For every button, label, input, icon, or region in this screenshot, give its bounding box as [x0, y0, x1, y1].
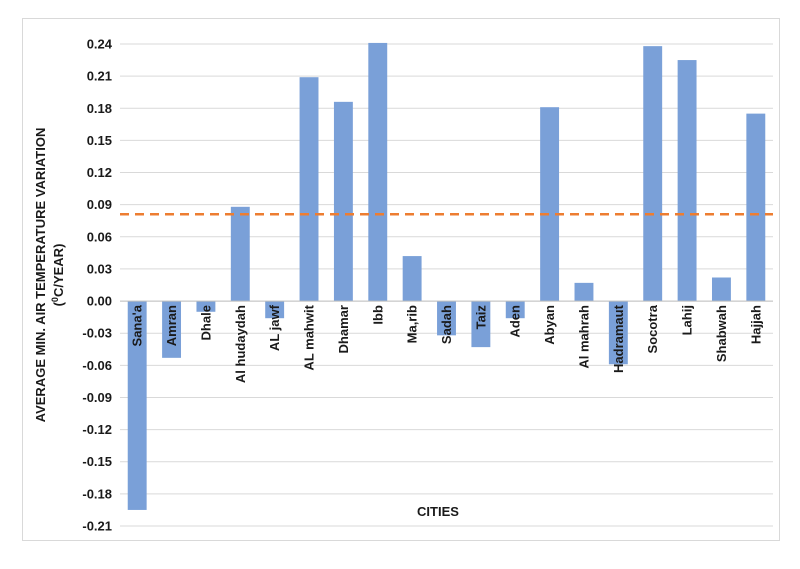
x-tick-label: Amran: [164, 305, 179, 346]
bar: [299, 77, 319, 302]
x-tick-label: Shabwah: [714, 305, 729, 362]
bar-chart: 0.24 0.21 0.18 0.15 0.12 0.09 0.06 0.03 0.00 -0.0…: [33, 37, 773, 534]
bar: [333, 101, 353, 302]
y-tick-label: 0.18: [87, 101, 112, 116]
bar: [471, 301, 491, 348]
bar: [196, 301, 216, 312]
x-tick-label: Abyan: [542, 305, 557, 345]
y-tick-label: -0.18: [82, 486, 112, 501]
y-unit-degree: 0: [50, 297, 60, 302]
bar: [368, 42, 388, 302]
gridlines: [120, 43, 773, 527]
y-unit-open: (: [51, 301, 66, 306]
y-axis-title-unit: (0C/YEAR): [50, 244, 66, 307]
bar: [402, 256, 422, 302]
x-tick-label: Taiz: [473, 305, 488, 330]
y-tick-label: -0.06: [82, 358, 112, 373]
y-unit-rest: C/YEAR): [51, 244, 66, 297]
y-tick-label: -0.03: [82, 326, 112, 341]
x-tick-label: AL mahwit: [302, 304, 317, 370]
bar: [437, 301, 456, 336]
x-tick-label: Hajjah: [748, 305, 763, 344]
bar: [643, 46, 663, 302]
chart-frame: 0.24 0.21 0.18 0.15 0.12 0.09 0.06 0.03 0.00 -0.0…: [22, 18, 780, 541]
y-tick-label: 0.24: [87, 37, 113, 52]
bar: [265, 301, 285, 319]
bar: [746, 113, 766, 302]
x-axis-title: CITIES: [417, 504, 459, 519]
bar: [230, 206, 250, 302]
x-tick-label: Ibb: [370, 305, 385, 325]
y-tick-label: 0.09: [87, 197, 112, 212]
y-tick-label: -0.15: [82, 454, 112, 469]
bar: [574, 282, 594, 302]
bar: [540, 107, 560, 302]
bar: [127, 301, 147, 510]
y-tick-label: 0.06: [87, 229, 112, 244]
y-tick-label: -0.12: [82, 422, 112, 437]
y-tick-label: -0.09: [82, 390, 112, 405]
y-tick-label: 0.12: [87, 165, 112, 180]
x-tick-label: Al mahrah: [576, 305, 591, 369]
x-tick-label: Al hudaydah: [233, 305, 248, 383]
y-axis-ticks: 0.24 0.21 0.18 0.15 0.12 0.09 0.06 0.03 0.00 -0.0…: [82, 37, 112, 534]
bar: [162, 301, 182, 358]
x-tick-label: Ma,rib: [405, 305, 420, 343]
x-tick-label: Aden: [508, 305, 523, 338]
x-tick-label: Dhamar: [336, 305, 351, 353]
y-tick-label: 0.03: [87, 261, 112, 276]
x-tick-label: AL jawf: [267, 304, 282, 351]
y-tick-label: 0.00: [87, 294, 112, 309]
y-tick-label: 0.15: [87, 133, 112, 148]
x-tick-label: Hadramaut: [611, 304, 626, 373]
bars: [127, 42, 766, 510]
y-tick-label: 0.21: [87, 69, 112, 84]
y-tick-label: -0.21: [82, 519, 112, 534]
x-tick-label: Dhale: [198, 305, 213, 340]
bar: [608, 301, 628, 365]
y-axis-title: AVERAGE MIN. AIR TEMPERATURE VARIATION: [33, 128, 48, 423]
bar: [677, 60, 697, 302]
x-tick-label: Sana'a: [130, 304, 145, 346]
x-tick-label: Lahij: [680, 305, 695, 335]
y-axis-title-line1: AVERAGE MIN. AIR TEMPERATURE VARIATION: [33, 128, 48, 423]
category-labels: Sana'a Amran Dhale Al hudaydah AL jawf AL mah…: [130, 304, 764, 383]
bar: [505, 301, 525, 319]
x-tick-label: Sadah: [439, 305, 454, 344]
x-tick-label: Socotra: [645, 304, 660, 353]
bar: [711, 277, 731, 302]
